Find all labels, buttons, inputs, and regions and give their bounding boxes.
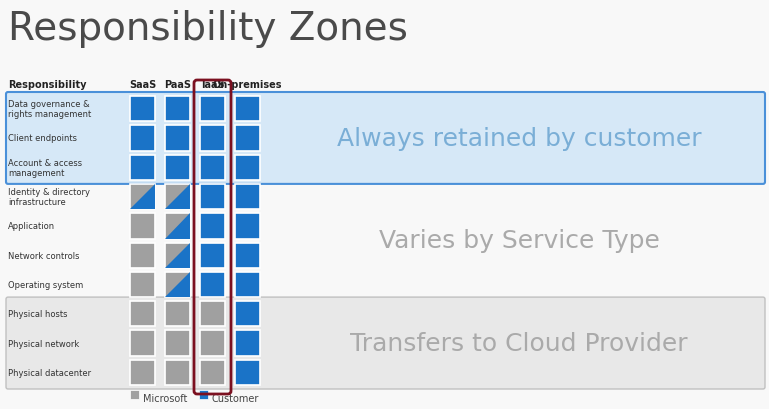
FancyBboxPatch shape bbox=[165, 330, 190, 356]
FancyBboxPatch shape bbox=[200, 97, 225, 122]
FancyBboxPatch shape bbox=[200, 360, 225, 385]
FancyBboxPatch shape bbox=[130, 97, 155, 122]
FancyBboxPatch shape bbox=[235, 243, 260, 268]
FancyBboxPatch shape bbox=[200, 155, 225, 180]
FancyBboxPatch shape bbox=[165, 272, 190, 297]
FancyBboxPatch shape bbox=[165, 184, 190, 210]
FancyBboxPatch shape bbox=[235, 126, 260, 151]
FancyBboxPatch shape bbox=[130, 272, 155, 297]
FancyBboxPatch shape bbox=[235, 97, 260, 122]
FancyBboxPatch shape bbox=[235, 184, 260, 210]
FancyBboxPatch shape bbox=[165, 155, 190, 180]
FancyBboxPatch shape bbox=[130, 389, 139, 398]
Polygon shape bbox=[165, 272, 190, 297]
Polygon shape bbox=[165, 243, 190, 268]
FancyBboxPatch shape bbox=[200, 330, 225, 356]
Text: PaaS: PaaS bbox=[164, 80, 191, 90]
FancyBboxPatch shape bbox=[235, 213, 260, 239]
Text: Always retained by customer: Always retained by customer bbox=[337, 127, 701, 151]
FancyBboxPatch shape bbox=[6, 93, 765, 184]
FancyBboxPatch shape bbox=[130, 213, 155, 239]
FancyBboxPatch shape bbox=[130, 301, 155, 327]
FancyBboxPatch shape bbox=[200, 272, 225, 297]
Text: Operating system: Operating system bbox=[8, 280, 83, 289]
FancyBboxPatch shape bbox=[165, 126, 190, 151]
Text: Physical datacenter: Physical datacenter bbox=[8, 368, 91, 377]
FancyBboxPatch shape bbox=[235, 272, 260, 297]
FancyBboxPatch shape bbox=[200, 301, 225, 327]
Text: Client endpoints: Client endpoints bbox=[8, 134, 77, 143]
FancyBboxPatch shape bbox=[200, 184, 225, 210]
FancyBboxPatch shape bbox=[165, 97, 190, 122]
Text: Identity & directory
infrastructure: Identity & directory infrastructure bbox=[8, 187, 90, 207]
FancyBboxPatch shape bbox=[130, 330, 155, 356]
Text: IaaS: IaaS bbox=[201, 80, 225, 90]
Text: Application: Application bbox=[8, 222, 55, 231]
Polygon shape bbox=[130, 184, 155, 210]
Text: SaaS: SaaS bbox=[129, 80, 156, 90]
FancyBboxPatch shape bbox=[200, 126, 225, 151]
Text: Responsibility: Responsibility bbox=[8, 80, 86, 90]
FancyBboxPatch shape bbox=[130, 155, 155, 180]
FancyBboxPatch shape bbox=[130, 243, 155, 268]
Text: Account & access
management: Account & access management bbox=[8, 158, 82, 178]
FancyBboxPatch shape bbox=[165, 213, 190, 239]
FancyBboxPatch shape bbox=[165, 360, 190, 385]
FancyBboxPatch shape bbox=[165, 301, 190, 327]
FancyBboxPatch shape bbox=[200, 213, 225, 239]
FancyBboxPatch shape bbox=[130, 126, 155, 151]
Text: On-premises: On-premises bbox=[213, 80, 282, 90]
FancyBboxPatch shape bbox=[130, 360, 155, 385]
Text: Microsoft: Microsoft bbox=[143, 393, 188, 404]
Text: Transfers to Cloud Provider: Transfers to Cloud Provider bbox=[350, 331, 687, 355]
FancyBboxPatch shape bbox=[199, 389, 208, 398]
Text: Physical hosts: Physical hosts bbox=[8, 310, 68, 319]
FancyBboxPatch shape bbox=[6, 297, 765, 389]
FancyBboxPatch shape bbox=[200, 243, 225, 268]
FancyBboxPatch shape bbox=[235, 301, 260, 327]
FancyBboxPatch shape bbox=[130, 184, 155, 210]
Text: Customer: Customer bbox=[212, 393, 259, 404]
FancyBboxPatch shape bbox=[235, 330, 260, 356]
Text: Network controls: Network controls bbox=[8, 251, 79, 260]
FancyBboxPatch shape bbox=[235, 155, 260, 180]
FancyBboxPatch shape bbox=[235, 360, 260, 385]
Text: Varies by Service Type: Varies by Service Type bbox=[378, 229, 660, 253]
Polygon shape bbox=[165, 213, 190, 239]
FancyBboxPatch shape bbox=[165, 243, 190, 268]
Polygon shape bbox=[165, 184, 190, 210]
Text: Responsibility Zones: Responsibility Zones bbox=[8, 10, 408, 48]
Text: Physical network: Physical network bbox=[8, 339, 79, 348]
Text: Data governance &
rights management: Data governance & rights management bbox=[8, 100, 92, 119]
